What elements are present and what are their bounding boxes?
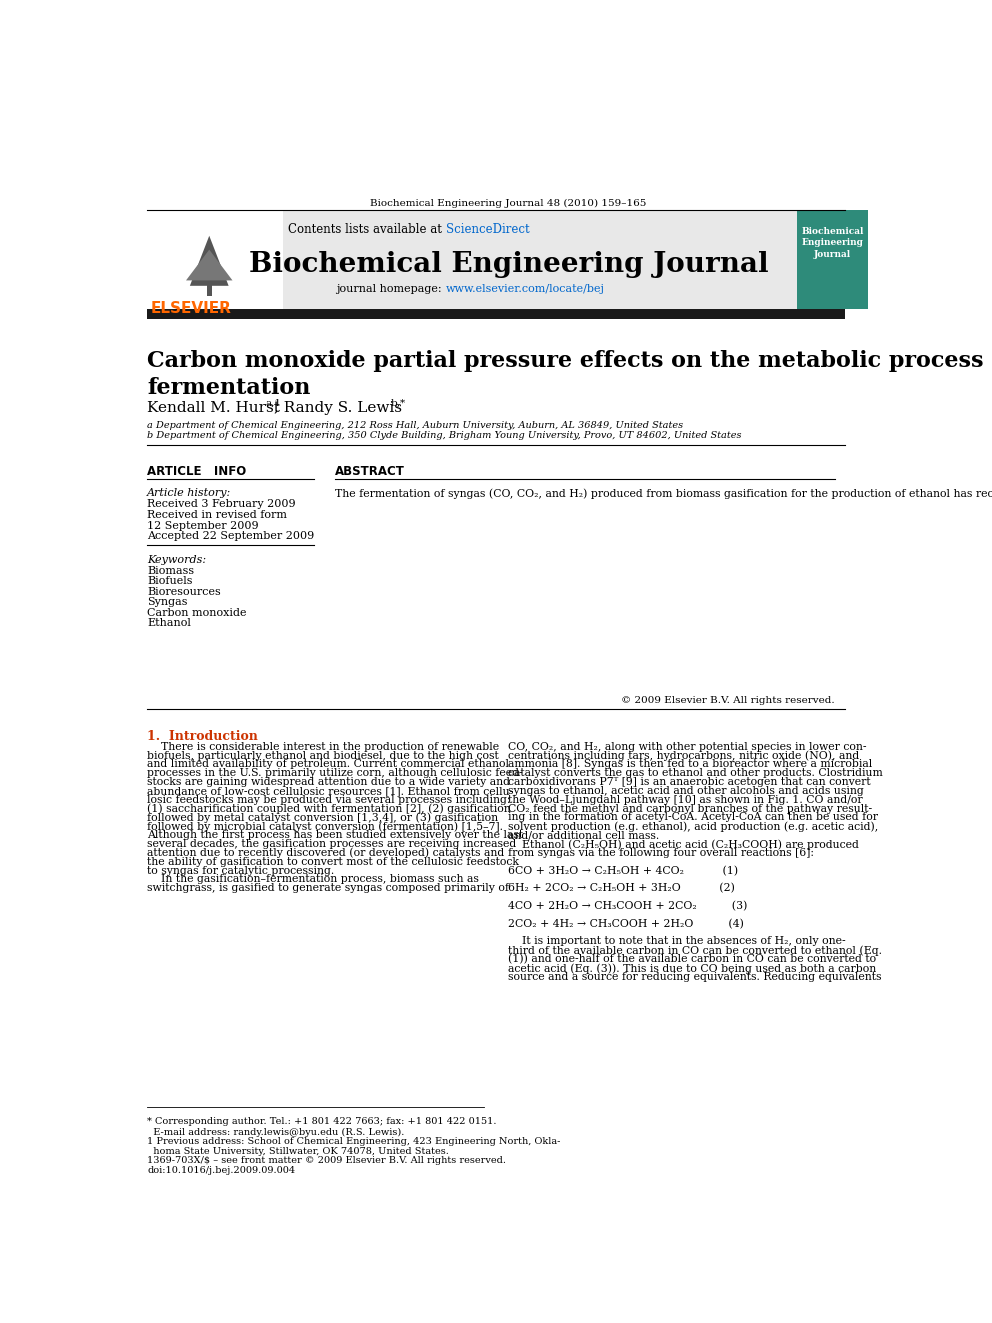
Text: (1) saccharification coupled with fermentation [2], (2) gasification: (1) saccharification coupled with fermen…	[147, 803, 511, 814]
Text: ScienceDirect: ScienceDirect	[445, 222, 530, 235]
Text: attention due to recently discovered (or developed) catalysts and: attention due to recently discovered (or…	[147, 848, 505, 859]
Text: The fermentation of syngas (CO, CO₂, and H₂) produced from biomass gasification : The fermentation of syngas (CO, CO₂, and…	[335, 488, 992, 499]
Text: stocks are gaining widespread attention due to a wide variety and: stocks are gaining widespread attention …	[147, 777, 510, 787]
Text: Carbon monoxide: Carbon monoxide	[147, 607, 247, 618]
Text: * Corresponding author. Tel.: +1 801 422 7663; fax: +1 801 422 0151.: * Corresponding author. Tel.: +1 801 422…	[147, 1118, 497, 1126]
Text: journal homepage:: journal homepage:	[336, 283, 445, 294]
Text: 1 Previous address: School of Chemical Engineering, 423 Engineering North, Okla-: 1 Previous address: School of Chemical E…	[147, 1138, 560, 1147]
Text: solvent production (e.g. ethanol), acid production (e.g. acetic acid),: solvent production (e.g. ethanol), acid …	[509, 822, 879, 832]
Text: Biochemical Engineering Journal: Biochemical Engineering Journal	[249, 251, 768, 278]
Text: biofuels, particularly ethanol and biodiesel, due to the high cost: biofuels, particularly ethanol and biodi…	[147, 750, 499, 761]
Bar	[147, 308, 845, 319]
Text: Received in revised form: Received in revised form	[147, 509, 288, 520]
Text: 1369-703X/$ – see front matter © 2009 Elsevier B.V. All rights reserved.: 1369-703X/$ – see front matter © 2009 El…	[147, 1156, 506, 1166]
Text: CO₂ feed the methyl and carbonyl branches of the pathway result-: CO₂ feed the methyl and carbonyl branche…	[509, 803, 873, 814]
Bar	[797, 209, 868, 308]
Text: doi:10.1016/j.bej.2009.09.004: doi:10.1016/j.bej.2009.09.004	[147, 1166, 296, 1175]
Text: CO, CO₂, and H₂, along with other potential species in lower con-: CO, CO₂, and H₂, along with other potent…	[509, 742, 867, 751]
Polygon shape	[189, 235, 228, 286]
Polygon shape	[186, 250, 232, 280]
Text: 2CO₂ + 4H₂ → CH₃COOH + 2H₂O          (4): 2CO₂ + 4H₂ → CH₃COOH + 2H₂O (4)	[509, 918, 744, 929]
Text: 4CO + 2H₂O → CH₃COOH + 2CO₂          (3): 4CO + 2H₂O → CH₃COOH + 2CO₂ (3)	[509, 901, 748, 912]
Text: In the gasification–fermentation process, biomass such as: In the gasification–fermentation process…	[147, 875, 479, 885]
Text: a,1: a,1	[265, 400, 281, 407]
Text: © 2009 Elsevier B.V. All rights reserved.: © 2009 Elsevier B.V. All rights reserved…	[621, 696, 834, 705]
Text: Biochemical
Engineering
Journal: Biochemical Engineering Journal	[802, 226, 864, 259]
Text: b Department of Chemical Engineering, 350 Clyde Building, Brigham Young Universi: b Department of Chemical Engineering, 35…	[147, 431, 742, 441]
Text: ing in the formation of acetyl-CoA. Acetyl-CoA can then be used for: ing in the formation of acetyl-CoA. Acet…	[509, 812, 878, 823]
Text: abundance of low-cost cellulosic resources [1]. Ethanol from cellu-: abundance of low-cost cellulosic resourc…	[147, 786, 514, 796]
Text: acetic acid (Eq. (3)). This is due to CO being used as both a carbon: acetic acid (Eq. (3)). This is due to CO…	[509, 963, 877, 974]
Text: several decades, the gasification processes are receiving increased: several decades, the gasification proces…	[147, 839, 517, 849]
Text: third of the available carbon in CO can be converted to ethanol (Eq.: third of the available carbon in CO can …	[509, 946, 883, 957]
Text: b,*: b,*	[391, 400, 406, 407]
Text: ammonia [8]. Syngas is then fed to a bioreactor where a microbial: ammonia [8]. Syngas is then fed to a bio…	[509, 759, 873, 770]
Text: to syngas for catalytic processing.: to syngas for catalytic processing.	[147, 865, 334, 876]
Text: www.elsevier.com/locate/bej: www.elsevier.com/locate/bej	[445, 283, 605, 294]
Text: ARTICLE   INFO: ARTICLE INFO	[147, 466, 246, 478]
Text: followed by metal catalyst conversion [1,3,4], or (3) gasification: followed by metal catalyst conversion [1…	[147, 812, 498, 823]
Text: , Randy S. Lewis: , Randy S. Lewis	[275, 401, 403, 415]
Text: Accepted 22 September 2009: Accepted 22 September 2009	[147, 532, 314, 541]
Text: Carbon monoxide partial pressure effects on the metabolic process of syngas
ferm: Carbon monoxide partial pressure effects…	[147, 349, 992, 398]
Text: Received 3 February 2009: Received 3 February 2009	[147, 499, 296, 509]
Text: source and a source for reducing equivalents. Reducing equivalents: source and a source for reducing equival…	[509, 972, 882, 982]
Text: centrations including tars, hydrocarbons, nitric oxide (NO), and: centrations including tars, hydrocarbons…	[509, 750, 860, 761]
Text: carboxidivorans P7ᵀ [9] is an anaerobic acetogen that can convert: carboxidivorans P7ᵀ [9] is an anaerobic …	[509, 777, 871, 787]
Text: Kendall M. Hurst: Kendall M. Hurst	[147, 401, 280, 415]
Text: syngas to ethanol, acetic acid and other alcohols and acids using: syngas to ethanol, acetic acid and other…	[509, 786, 864, 796]
Text: from syngas via the following four overall reactions [6]:: from syngas via the following four overa…	[509, 848, 814, 857]
Bar	[147, 209, 821, 308]
Text: ELSEVIER: ELSEVIER	[151, 302, 232, 316]
Text: and/or additional cell mass.: and/or additional cell mass.	[509, 831, 660, 840]
Text: Contents lists available at: Contents lists available at	[288, 222, 445, 235]
Text: processes in the U.S. primarily utilize corn, although cellulosic feed-: processes in the U.S. primarily utilize …	[147, 769, 523, 778]
Text: homa State University, Stillwater, OK 74078, United States.: homa State University, Stillwater, OK 74…	[147, 1147, 449, 1156]
Text: Ethanol (C₂H₅OH) and acetic acid (C₂H₃COOH) are produced: Ethanol (C₂H₅OH) and acetic acid (C₂H₃CO…	[509, 839, 859, 849]
Text: It is important to note that in the absences of H₂, only one-: It is important to note that in the abse…	[509, 937, 846, 946]
Text: catalyst converts the gas to ethanol and other products. Clostridium: catalyst converts the gas to ethanol and…	[509, 769, 883, 778]
Text: Biofuels: Biofuels	[147, 577, 192, 586]
Text: followed by microbial catalyst conversion (fermentation) [1,5–7].: followed by microbial catalyst conversio…	[147, 822, 503, 832]
Text: Biochemical Engineering Journal 48 (2010) 159–165: Biochemical Engineering Journal 48 (2010…	[370, 198, 647, 208]
Text: ABSTRACT: ABSTRACT	[335, 466, 405, 478]
Text: Keywords:: Keywords:	[147, 556, 206, 565]
Text: 6CO + 3H₂O → C₂H₅OH + 4CO₂           (1): 6CO + 3H₂O → C₂H₅OH + 4CO₂ (1)	[509, 865, 738, 876]
Text: There is considerable interest in the production of renewable: There is considerable interest in the pr…	[147, 742, 499, 751]
Text: Bioresources: Bioresources	[147, 587, 221, 597]
Text: a Department of Chemical Engineering, 212 Ross Hall, Auburn University, Auburn, : a Department of Chemical Engineering, 21…	[147, 421, 683, 430]
Text: Ethanol: Ethanol	[147, 618, 191, 628]
Bar	[147, 209, 283, 308]
Text: Article history:: Article history:	[147, 488, 231, 499]
Text: the ability of gasification to convert most of the cellulosic feedstock: the ability of gasification to convert m…	[147, 857, 519, 867]
Text: Although the first process has been studied extensively over the last: Although the first process has been stud…	[147, 831, 524, 840]
Text: E-mail address: randy.lewis@byu.edu (R.S. Lewis).: E-mail address: randy.lewis@byu.edu (R.S…	[147, 1127, 405, 1136]
Text: losic feedstocks may be produced via several processes including:: losic feedstocks may be produced via sev…	[147, 795, 511, 804]
Text: and limited availability of petroleum. Current commercial ethanol: and limited availability of petroleum. C…	[147, 759, 509, 770]
Text: (1)) and one-half of the available carbon in CO can be converted to: (1)) and one-half of the available carbo…	[509, 954, 877, 964]
Text: switchgrass, is gasified to generate syngas composed primarily of: switchgrass, is gasified to generate syn…	[147, 884, 509, 893]
Bar	[207, 280, 211, 296]
Text: 6H₂ + 2CO₂ → C₂H₅OH + 3H₂O           (2): 6H₂ + 2CO₂ → C₂H₅OH + 3H₂O (2)	[509, 884, 735, 893]
Text: Syngas: Syngas	[147, 597, 187, 607]
Text: 1.  Introduction: 1. Introduction	[147, 730, 258, 744]
Text: Biomass: Biomass	[147, 566, 194, 576]
Text: the Wood–Ljungdahl pathway [10] as shown in Fig. 1. CO and/or: the Wood–Ljungdahl pathway [10] as shown…	[509, 795, 863, 804]
Text: 12 September 2009: 12 September 2009	[147, 521, 259, 531]
